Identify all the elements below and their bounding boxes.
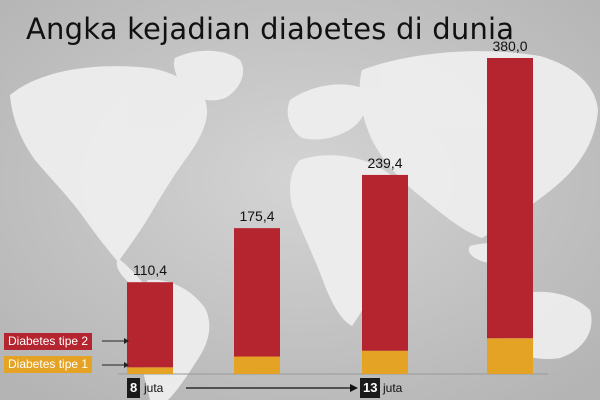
value-label-1: 110,4 [133, 262, 167, 278]
growth-arrowhead [350, 384, 358, 392]
chart-title: Angka kejadian diabetes di dunia [26, 12, 515, 46]
value-label-3: 239,4 [367, 155, 402, 171]
footer-end-number: 13 [360, 378, 381, 398]
footer-start-unit: juta [144, 381, 164, 395]
asia-shape [359, 51, 598, 238]
legend-connectors [102, 338, 129, 368]
north-america-shape [10, 66, 208, 262]
growth-arrow [186, 384, 358, 392]
footer-start-number: 8 [127, 378, 141, 398]
legend-type2-label: Diabetes tipe 2 [4, 333, 93, 350]
bar-type1-2 [234, 356, 280, 374]
bars-layer [127, 58, 533, 374]
legend-type1-label: Diabetes tipe 1 [4, 356, 93, 373]
value-label-4: 380,0 [492, 38, 527, 54]
bar-type1-1 [127, 367, 173, 374]
footer-end-unit: juta [383, 381, 403, 395]
legend-arrowhead-type1 [124, 362, 129, 368]
bar-type2-4 [487, 58, 533, 339]
europe-shape [287, 84, 367, 140]
bar-type2-2 [234, 228, 280, 357]
value-labels-layer: 110,4 175,4 239,4 380,0 [133, 38, 528, 278]
bar-type2-1 [127, 282, 173, 368]
legend-arrowhead-type2 [124, 338, 129, 344]
value-label-2: 175,4 [239, 208, 274, 224]
bar-type1-4 [487, 338, 533, 374]
bar-type1-3 [362, 350, 408, 374]
greenland-shape [173, 50, 244, 101]
bar-type2-3 [362, 174, 408, 351]
